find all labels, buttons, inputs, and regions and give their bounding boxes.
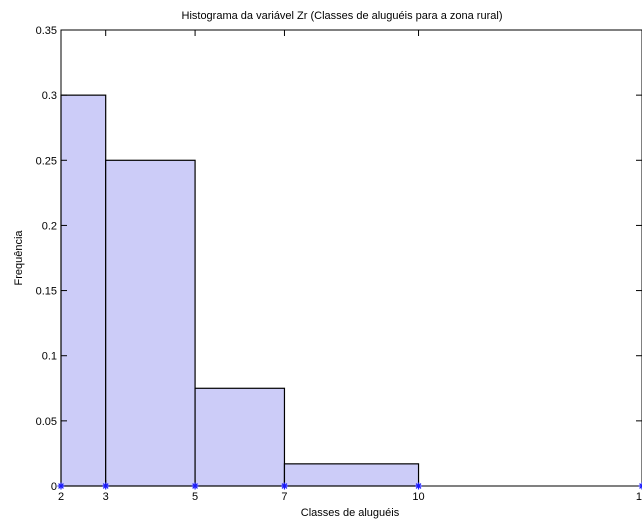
asterisk-marker — [638, 482, 642, 490]
y-tick-label: 0.35 — [36, 25, 57, 37]
x-tick-label: 7 — [281, 491, 287, 503]
x-tick-label: 2 — [58, 491, 64, 503]
bar-3-5 — [105, 159, 196, 487]
bar-5-7 — [194, 387, 286, 487]
bin-edge-markers — [57, 482, 642, 490]
y-tick-label: 0.2 — [42, 220, 57, 232]
y-tick-label: 0.1 — [42, 351, 57, 363]
chart-title: Histograma da variável Zr (Classes de al… — [182, 10, 503, 22]
y-tick-label: 0.05 — [36, 416, 57, 428]
bar-2-3 — [60, 94, 107, 487]
asterisk-marker — [57, 482, 65, 490]
x-tick-label: 10 — [412, 491, 424, 503]
x-tick-label: 15 — [636, 491, 642, 503]
x-tick-label: 5 — [192, 491, 198, 503]
x-tick-label: 3 — [103, 491, 109, 503]
bar-7-10 — [283, 463, 420, 487]
asterisk-marker — [415, 482, 423, 490]
y-tick-label: 0 — [51, 481, 57, 493]
x-axis-label: Classes de aluguéis — [301, 507, 400, 519]
asterisk-marker — [280, 482, 288, 490]
y-tick-label: 0.3 — [42, 90, 57, 102]
y-tick-label: 0.25 — [36, 155, 57, 167]
plot-frame — [60, 29, 642, 487]
asterisk-marker — [191, 482, 199, 490]
asterisk-marker — [102, 482, 110, 490]
y-tick-label: 0.15 — [36, 286, 57, 298]
y-axis-ticks: 0 0.05 0.1 0.15 0.2 0.25 0.3 0.35 — [36, 25, 642, 493]
y-axis-label: Frequência — [13, 230, 25, 286]
bars-group — [60, 94, 420, 487]
